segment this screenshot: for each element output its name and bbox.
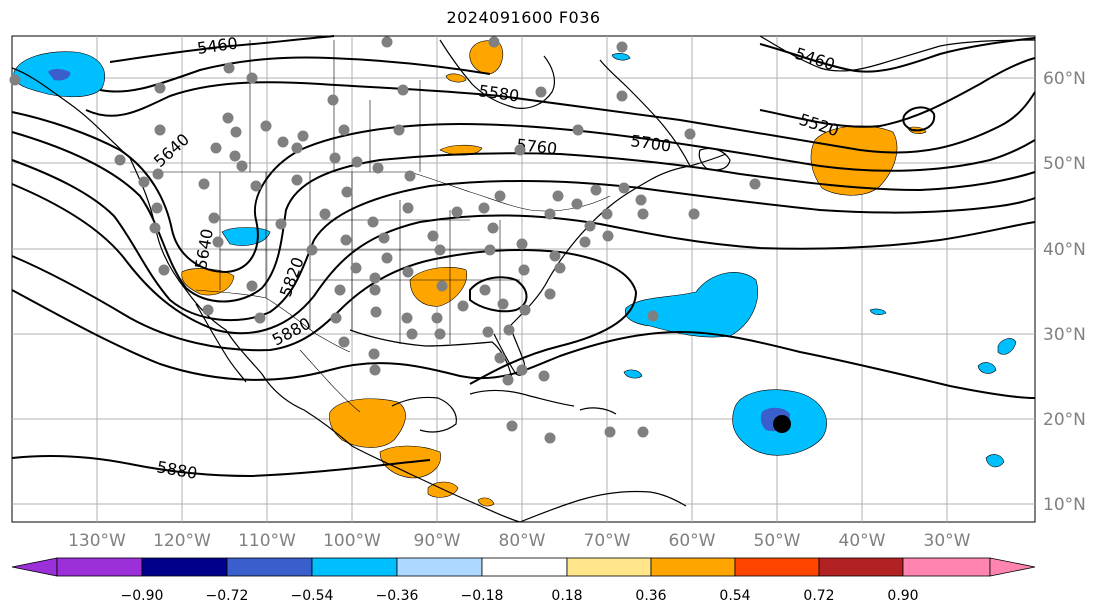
latitude-labels: 60°N 50°N 40°N 30°N 20°N 10°N [1043, 69, 1086, 515]
colorbar-tick-1: −0.90 [121, 588, 164, 604]
negative-anomaly-small3 [623, 369, 643, 379]
colorbar-tick-10: 0.90 [887, 588, 918, 604]
positive-anomaly-small1 [445, 73, 467, 83]
colorbar [11, 557, 1036, 577]
colorbar-bin-8 [650, 557, 736, 577]
storm-center-marker [773, 415, 791, 433]
coast-hispaniola [579, 407, 617, 415]
border-mexico-states [299, 349, 361, 413]
positive-anomaly-hudson [469, 40, 503, 75]
colorbar-extend-high [989, 557, 1036, 577]
negative-anomaly-greenland [611, 53, 631, 61]
contour-5880-inner [11, 249, 638, 385]
colorbar-bin-10 [818, 557, 904, 577]
negative-core-alaska [48, 69, 71, 81]
lat-label-20n: 20°N [1043, 410, 1086, 430]
lon-label-60w: 60°W [669, 531, 716, 551]
colorbar-tick-4: −0.36 [376, 588, 419, 604]
negative-anomaly-small4 [869, 308, 887, 315]
anomaly-shading [13, 40, 1017, 507]
longitude-labels: 130°W 120°W 110°W 100°W 90°W 80°W 70°W 6… [68, 531, 971, 551]
lat-label-40n: 40°N [1043, 240, 1086, 260]
map-title: 2024091600 F036 [446, 8, 601, 27]
lon-label-110w: 110°W [238, 531, 296, 551]
contour-label-5760: 5760 [516, 135, 558, 158]
contour-5580 [85, 81, 1036, 154]
lat-label-60n: 60°N [1043, 69, 1086, 89]
lon-label-40w: 40°W [839, 531, 886, 551]
colorbar-tick-9: 0.72 [803, 588, 834, 604]
coast-hudson [439, 39, 556, 109]
height-contours [11, 35, 1036, 478]
colorbar-tick-3: −0.54 [291, 588, 334, 604]
lon-label-50w: 50°W [754, 531, 801, 551]
colorbar-bin-7 [566, 557, 652, 577]
positive-anomaly-mexico [329, 398, 406, 448]
contour-5520-east [759, 57, 1036, 128]
negative-anomaly-east-atlantic2 [977, 362, 997, 374]
contour-5700 [11, 131, 1036, 303]
colorbar-ticks: −0.90 −0.72 −0.54 −0.36 −0.18 0.18 0.36 … [121, 588, 919, 604]
contour-5460-east [759, 37, 1036, 73]
coastlines [11, 35, 1036, 523]
lon-label-90w: 90°W [414, 531, 461, 551]
contour-5460-west [109, 35, 335, 63]
colorbar-bin-3 [226, 557, 313, 577]
coast-south-america [519, 490, 687, 523]
colorbar-bin-6 [481, 557, 568, 577]
lon-label-30w: 30°W [924, 531, 971, 551]
colorbar-tick-5: −0.18 [461, 588, 504, 604]
colorbar-tick-6: 0.18 [551, 588, 582, 604]
contour-5880-outer [11, 289, 1036, 399]
colorbar-bin-1 [56, 557, 143, 577]
contour-5880-south [11, 455, 431, 478]
colorbar-bin-2 [141, 557, 228, 577]
colorbar-bin-9 [734, 557, 820, 577]
lon-label-130w: 130°W [68, 531, 126, 551]
negative-anomaly-atlantic [624, 272, 758, 338]
coast-greenland [759, 35, 1036, 72]
colorbar-tick-7: 0.36 [635, 588, 666, 604]
colorbar-bin-4 [311, 557, 398, 577]
graticule [12, 36, 1035, 522]
contour-5880-loop [469, 276, 528, 313]
lon-label-100w: 100°W [323, 531, 381, 551]
lat-label-30n: 30°N [1043, 325, 1086, 345]
negative-anomaly-east-atlantic3 [985, 454, 1005, 468]
negative-anomaly-east-atlantic1 [997, 338, 1017, 355]
positive-anomaly-small5 [477, 497, 495, 507]
lon-label-120w: 120°W [153, 531, 211, 551]
contour-loop-ne [902, 106, 936, 132]
colorbar-bin-5 [396, 557, 483, 577]
lat-label-50n: 50°N [1043, 154, 1086, 174]
colorbar-bin-11 [902, 557, 991, 577]
contour-5640-loop [11, 111, 1036, 274]
colorbar-extend-low [11, 557, 58, 577]
coast-cuba [469, 389, 575, 407]
lon-label-70w: 70°W [584, 531, 631, 551]
colorbar-tick-2: −0.72 [206, 588, 249, 604]
station-markers [9, 36, 761, 444]
contour-5820 [11, 183, 1036, 335]
coast-north-america-west [11, 67, 521, 523]
border-us-mexico [195, 289, 351, 353]
lat-label-10n: 10°N [1043, 495, 1086, 515]
colorbar-tick-8: 0.54 [719, 588, 750, 604]
contour-5520-west [99, 56, 491, 93]
lon-label-80w: 80°W [499, 531, 546, 551]
coast-yucatan [391, 396, 457, 433]
contour-5760 [11, 159, 1036, 322]
